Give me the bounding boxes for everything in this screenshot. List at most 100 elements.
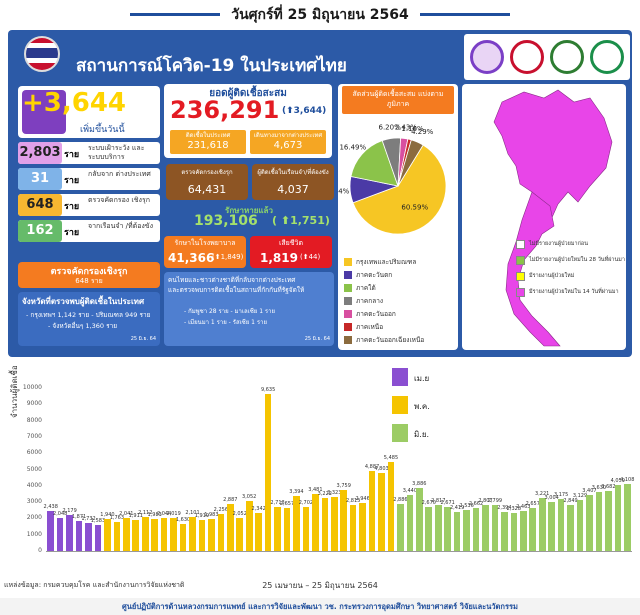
bar-value-label: 3,323 bbox=[327, 489, 342, 496]
cumulative-card: ยอดผู้ติดเชื้อสะสม 236,291 (⬆3,644) ติดเ… bbox=[164, 84, 332, 158]
map-north-region bbox=[493, 89, 613, 223]
bar bbox=[387, 461, 395, 551]
bar bbox=[217, 514, 225, 551]
returnees-card: คนไทยและชาวต่างชาติที่กลับจากต่างประเทศ … bbox=[164, 272, 334, 346]
row-num: 162 bbox=[18, 220, 62, 242]
pie-slice bbox=[350, 140, 399, 187]
bar-value-label: 4,887 bbox=[364, 464, 380, 471]
hospital-delta: (⬆1,849) bbox=[212, 253, 244, 261]
y-tick-label: 1000 bbox=[26, 530, 42, 538]
bar bbox=[321, 498, 329, 551]
pie-slice-label: 1.16% bbox=[401, 125, 424, 133]
map-legend-swatch bbox=[516, 288, 525, 297]
source-text: แหล่งข้อมูล: กรมควบคุมโรค และสำนักงานการ… bbox=[4, 581, 185, 589]
legend-label: ภาคตะวันตก bbox=[356, 271, 393, 279]
bar bbox=[226, 503, 234, 551]
legend-swatch bbox=[344, 258, 352, 266]
map-legend-item: ไม่มีรายงานผู้ป่วยมาก่อน bbox=[516, 238, 626, 254]
bar bbox=[623, 484, 631, 551]
row-num: 31 bbox=[18, 168, 62, 190]
thai-flag-icon bbox=[24, 36, 60, 72]
bar bbox=[378, 472, 385, 551]
map-legend-swatch bbox=[516, 272, 525, 281]
map-legend-item: มีรายงานผู้ป่วยใหม่ใน 14 วันที่ผ่านมา bbox=[516, 286, 626, 302]
bar-value-label: 2,671 bbox=[440, 500, 455, 507]
bar-value-label: 2,536 bbox=[459, 502, 474, 509]
footer-org: ศูนย์ปฏิบัติการด้านหลวงกรมการแพทย์ และกา… bbox=[122, 602, 518, 611]
bar-value-label: 2,670 bbox=[421, 500, 436, 507]
y-tick-label: 0 bbox=[38, 547, 42, 554]
y-tick-label: 3000 bbox=[26, 498, 42, 506]
bar bbox=[179, 524, 187, 551]
bar bbox=[557, 499, 565, 551]
recovered-value: 193,106 bbox=[194, 213, 258, 229]
y-tick-label: 5000 bbox=[26, 465, 42, 473]
bar bbox=[255, 512, 262, 551]
bar-value-label: 1,732 bbox=[81, 515, 96, 522]
bar bbox=[170, 518, 177, 551]
bar-value-label: 2,342 bbox=[251, 505, 266, 512]
pie-legend-item: ภาคตะวันออกเฉียงเหนือ bbox=[338, 334, 458, 347]
bar-value-label: 2,112 bbox=[138, 509, 153, 516]
bar bbox=[141, 516, 149, 551]
bar-value-label: 2,463 bbox=[516, 503, 531, 510]
recovered-block: รักษาหายแล้ว 193,106 ( ⬆1,751) bbox=[164, 204, 334, 232]
pie-slice-label: 8.84% bbox=[338, 188, 350, 196]
bar-value-label: 3,407 bbox=[582, 488, 597, 495]
bar bbox=[586, 495, 593, 551]
provinces-date: 25 มิ.ย. 64 bbox=[130, 336, 156, 342]
new-case-row-4: 162 ราย จากเรือนจำ /ที่ต้องขัง bbox=[18, 220, 160, 242]
map-legend-label: ไม่มีรายงานผู้ป่วยมาก่อน bbox=[529, 241, 588, 247]
bar-value-label: 2,328 bbox=[506, 506, 522, 513]
bar bbox=[605, 490, 612, 551]
prison-box: ผู้ติดเชื้อในเรือนจำ/ที่ต้องขัง 4,037 bbox=[252, 164, 334, 200]
legend-swatch bbox=[344, 271, 352, 279]
header-line-right bbox=[420, 13, 510, 16]
logo-ministry-icon bbox=[510, 40, 544, 74]
map-legend-swatch bbox=[516, 256, 525, 265]
bar-value-label: 2,052 bbox=[232, 510, 247, 517]
bar-value-label: 2,662 bbox=[468, 500, 484, 507]
deaths-value: 1,819 bbox=[260, 251, 298, 265]
bar bbox=[501, 511, 508, 551]
y-tick-label: 8000 bbox=[26, 416, 42, 424]
bar-value-label: 3,630 bbox=[591, 484, 607, 491]
bar-value-label: 3,682 bbox=[601, 483, 616, 490]
bar bbox=[104, 519, 111, 551]
pie-slice-label: 60.59% bbox=[401, 203, 428, 211]
bar bbox=[397, 503, 404, 551]
bar bbox=[482, 505, 489, 551]
bar-value-label: 2,815 bbox=[346, 498, 361, 505]
bar-value-label: 2,807 bbox=[478, 498, 493, 505]
bar bbox=[94, 525, 102, 551]
row-desc: ตรวจคัดกรอง เชิงรุก bbox=[88, 196, 150, 204]
row-unit: ราย bbox=[64, 150, 80, 160]
pie-legend: กรุงเทพและปริมณฑล ภาคตะวันตก ภาคใต้ ภาคกลาง… bbox=[338, 256, 458, 347]
domestic-value: 231,618 bbox=[187, 140, 229, 151]
map-legend-item: ไม่มีรายงานผู้ป่วยใหม่ใน 28 วันที่ผ่านมา bbox=[516, 254, 626, 270]
bar-value-label: 2,019 bbox=[166, 511, 181, 518]
bar bbox=[208, 518, 215, 551]
bar bbox=[472, 507, 480, 551]
logo-nrct-icon bbox=[550, 40, 584, 74]
pie-legend-item: ภาคกลาง bbox=[338, 295, 458, 308]
bar bbox=[340, 489, 348, 551]
legend-label: ภาคตะวันออก bbox=[356, 310, 396, 318]
bar-value-label: 2,799 bbox=[487, 498, 503, 505]
bar-value-label: 3,440 bbox=[402, 487, 418, 494]
prison-label: ผู้ติดเชื้อในเรือนจำ/ที่ต้องขัง bbox=[257, 169, 329, 176]
bar bbox=[349, 505, 357, 551]
pie-legend-item: ภาคเหนือ bbox=[338, 321, 458, 334]
bar bbox=[463, 509, 470, 551]
pie-card: สัดส่วนผู้ติดเชื้อสะสม แบ่งตามภูมิภาค 60… bbox=[338, 84, 458, 350]
bar bbox=[85, 522, 92, 551]
bar bbox=[444, 507, 451, 551]
bar-value-label: 2,179 bbox=[62, 508, 77, 515]
header-date: วันศุกร์ที่ 25 มิถุนายน 2564 bbox=[231, 7, 409, 23]
bar-value-label: 3,481 bbox=[308, 487, 323, 494]
row-unit: ราย bbox=[64, 202, 80, 212]
deaths-delta: (⬆44) bbox=[300, 253, 321, 261]
bar bbox=[113, 522, 121, 551]
bar-value-label: 2,657 bbox=[525, 500, 540, 507]
row-desc: ระบบเฝ้าระวัง และระบบบริการ bbox=[88, 144, 145, 161]
